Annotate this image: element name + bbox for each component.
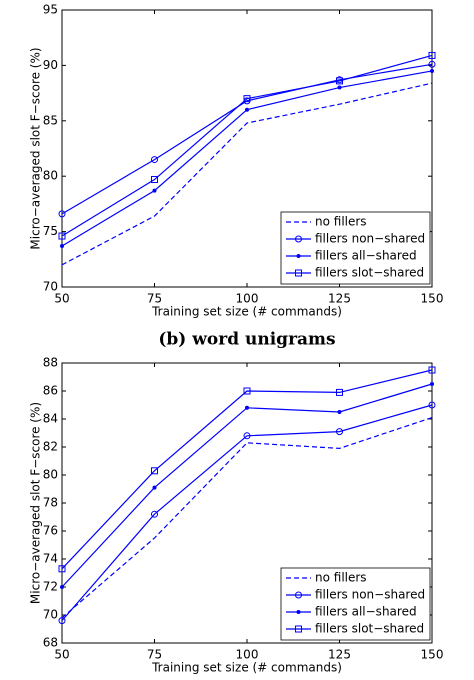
legend-label: fillers all−shared bbox=[315, 249, 417, 263]
y-tick-label: 70 bbox=[43, 608, 58, 622]
y-tick-label: 82 bbox=[43, 440, 58, 454]
marker-circle bbox=[336, 428, 343, 436]
legend-box bbox=[280, 567, 431, 641]
x-tick-label: 75 bbox=[147, 292, 162, 306]
y-tick-label: 88 bbox=[43, 356, 58, 370]
y-tick-label: 85 bbox=[43, 113, 58, 127]
y-tick-label: 80 bbox=[43, 468, 58, 482]
series-line bbox=[61, 54, 433, 237]
y-tick-label: 86 bbox=[43, 384, 58, 398]
marker-square bbox=[295, 269, 302, 277]
y-tick-label: 68 bbox=[43, 636, 58, 650]
legend-label: no fillers bbox=[315, 215, 367, 229]
x-tick-label: 125 bbox=[328, 648, 351, 662]
legend-label: fillers all−shared bbox=[315, 605, 417, 619]
series-line bbox=[61, 82, 433, 266]
marker-square bbox=[428, 366, 436, 374]
y-axis-label: Micro−averaged slot F−score (%) bbox=[29, 402, 43, 604]
y-tick-label: 72 bbox=[43, 580, 58, 594]
marker-square bbox=[58, 565, 66, 573]
y-tick-label: 78 bbox=[43, 496, 58, 510]
legend-label: fillers slot−shared bbox=[315, 622, 424, 636]
series bbox=[60, 382, 434, 589]
marker-circle bbox=[295, 591, 302, 599]
marker-dot bbox=[152, 485, 157, 490]
marker-dot bbox=[60, 585, 64, 589]
marker-square bbox=[58, 232, 66, 240]
marker-dot bbox=[245, 107, 249, 112]
x-tick-label: 150 bbox=[421, 292, 444, 306]
y-tick-label: 75 bbox=[43, 224, 58, 238]
marker-square bbox=[295, 625, 302, 633]
marker-dot bbox=[337, 85, 342, 90]
series-line bbox=[61, 417, 433, 619]
marker-dot bbox=[245, 405, 249, 410]
x-tick-label: 75 bbox=[147, 648, 162, 662]
marker-circle bbox=[58, 210, 66, 218]
x-axis-label: Training set size (# commands) bbox=[151, 305, 342, 319]
marker-circle bbox=[243, 432, 251, 440]
y-tick-label: 70 bbox=[43, 280, 58, 294]
marker-square bbox=[243, 387, 251, 395]
x-tick-label: 125 bbox=[328, 292, 351, 306]
marker-dot bbox=[337, 410, 342, 414]
legend-box bbox=[280, 211, 431, 285]
marker-circle bbox=[295, 235, 302, 243]
y-tick-label: 84 bbox=[43, 412, 58, 426]
y-tick-label: 95 bbox=[43, 3, 58, 17]
x-tick-label: 100 bbox=[236, 292, 259, 306]
legend-label: fillers non−shared bbox=[315, 588, 425, 602]
series bbox=[60, 68, 434, 249]
series-line bbox=[61, 404, 433, 621]
y-tick-label: 80 bbox=[43, 169, 58, 183]
series bbox=[58, 401, 436, 625]
series bbox=[61, 417, 433, 619]
y-tick-label: 90 bbox=[43, 58, 58, 72]
marker-dot bbox=[60, 244, 64, 249]
series-line bbox=[61, 63, 433, 215]
marker-circle bbox=[428, 60, 436, 68]
x-tick-label: 50 bbox=[54, 648, 69, 662]
y-axis-label: Micro−averaged slot F−score (%) bbox=[29, 47, 43, 249]
legend-label: fillers slot−shared bbox=[315, 266, 424, 280]
marker-circle bbox=[151, 510, 158, 518]
legend-label: no fillers bbox=[315, 571, 367, 585]
series bbox=[61, 82, 433, 266]
marker-square bbox=[151, 176, 158, 184]
x-tick-label: 100 bbox=[236, 648, 259, 662]
x-tick-label: 50 bbox=[54, 292, 69, 306]
chart-title: (b) word unigrams bbox=[158, 330, 335, 350]
marker-square bbox=[151, 467, 158, 475]
series-line bbox=[61, 369, 433, 570]
marker-dot bbox=[430, 382, 434, 386]
marker-circle bbox=[151, 156, 158, 164]
marker-square bbox=[336, 388, 343, 396]
x-axis-label: Training set size (# commands) bbox=[151, 661, 342, 675]
y-tick-label: 76 bbox=[43, 524, 58, 538]
legend-label: fillers non−shared bbox=[315, 232, 425, 246]
marker-square bbox=[428, 51, 436, 59]
marker-circle bbox=[58, 617, 66, 625]
marker-dot bbox=[296, 610, 301, 614]
x-tick-label: 150 bbox=[421, 648, 444, 662]
marker-dot bbox=[152, 188, 157, 193]
marker-square bbox=[243, 95, 251, 103]
marker-square bbox=[336, 77, 343, 85]
marker-dot bbox=[430, 68, 434, 73]
marker-dot bbox=[296, 254, 301, 258]
series bbox=[58, 51, 436, 240]
marker-circle bbox=[428, 401, 436, 409]
y-tick-label: 74 bbox=[43, 552, 58, 566]
series bbox=[58, 366, 436, 573]
